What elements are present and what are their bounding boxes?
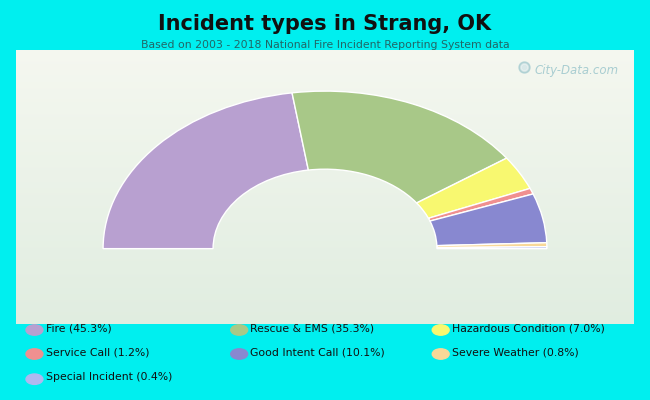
Wedge shape <box>292 91 506 203</box>
Wedge shape <box>428 188 533 221</box>
Text: Special Incident (0.4%): Special Incident (0.4%) <box>46 372 172 382</box>
Wedge shape <box>103 93 308 249</box>
Wedge shape <box>430 194 547 246</box>
Wedge shape <box>437 247 547 249</box>
Text: Fire (45.3%): Fire (45.3%) <box>46 323 111 333</box>
Text: Service Call (1.2%): Service Call (1.2%) <box>46 347 149 357</box>
Text: Based on 2003 - 2018 National Fire Incident Reporting System data: Based on 2003 - 2018 National Fire Incid… <box>140 40 510 50</box>
Text: Incident types in Strang, OK: Incident types in Strang, OK <box>159 14 491 34</box>
Text: Good Intent Call (10.1%): Good Intent Call (10.1%) <box>250 347 385 357</box>
Text: Rescue & EMS (35.3%): Rescue & EMS (35.3%) <box>250 323 374 333</box>
Wedge shape <box>417 158 530 218</box>
Text: City-Data.com: City-Data.com <box>534 64 618 77</box>
Text: Hazardous Condition (7.0%): Hazardous Condition (7.0%) <box>452 323 604 333</box>
Wedge shape <box>437 243 547 248</box>
Text: Severe Weather (0.8%): Severe Weather (0.8%) <box>452 347 578 357</box>
